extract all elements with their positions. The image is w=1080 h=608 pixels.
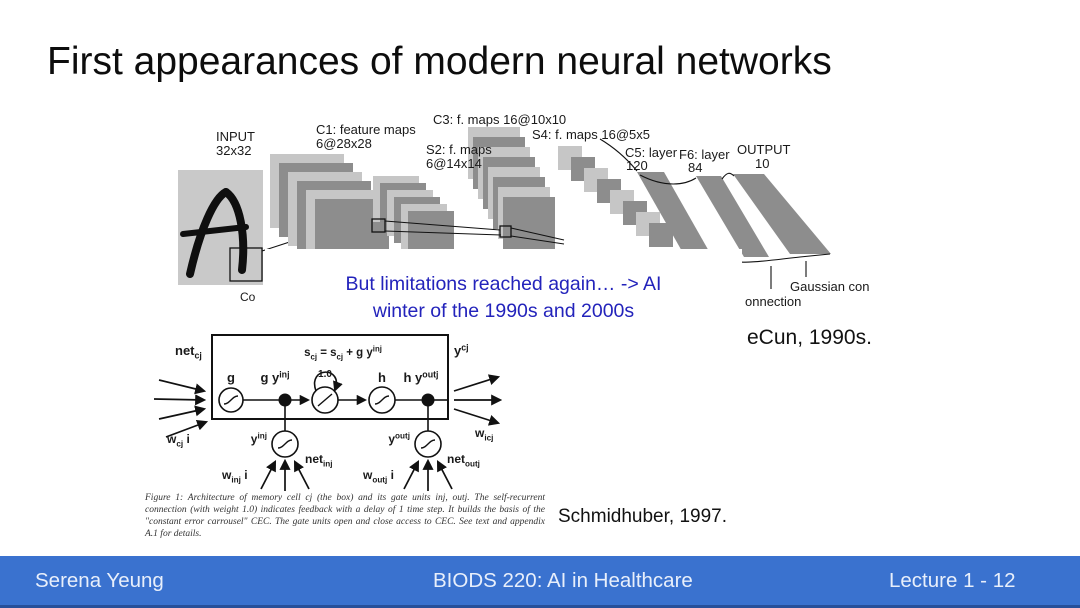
label-c1: C1: feature maps	[316, 122, 416, 137]
label-h: h	[378, 370, 386, 385]
label-f6-size: 84	[688, 160, 702, 175]
note-line-1: But limitations reached again… -> AI	[345, 273, 662, 295]
self-recurrent-loop	[313, 371, 343, 392]
unit-glyphs	[223, 393, 436, 449]
map-stack-c3	[468, 127, 555, 249]
label-c1-size: 6@28x28	[316, 136, 372, 151]
label-net-c: netcj	[175, 343, 202, 361]
label-y-in: yinj	[251, 432, 267, 447]
lstm-figure-caption: Figure 1: Architecture of memory cell cj…	[145, 493, 545, 540]
label-y-c: ycj	[454, 343, 469, 359]
label-connection-partial: onnection	[745, 294, 801, 309]
lstm-cell-figure: netcj scj = scj + g yinj ycj g g yinj 1.…	[153, 334, 503, 491]
label-w-in: winj i	[221, 468, 248, 485]
mapping-lines	[371, 218, 565, 245]
label-s2: S2: f. maps	[426, 142, 492, 157]
lenet-architecture-figure: INPUT 32x32 C1: feature maps 6@28x28 S2:…	[178, 112, 870, 309]
label-h-y-out: h youtj	[404, 370, 439, 386]
label-s2-size: 6@14x14	[426, 156, 482, 171]
label-c3: C3: f. maps 16@10x10	[433, 112, 566, 127]
page-title: First appearances of modern neural netwo…	[47, 40, 832, 83]
label-output-size: 10	[755, 156, 769, 171]
band-f6	[696, 176, 769, 257]
label-w-ic: wicj	[474, 426, 493, 443]
fc-layer-bands	[637, 172, 831, 257]
label-f6: F6: layer	[679, 147, 730, 162]
label-loop-weight: 1.0	[318, 369, 332, 380]
footer-course: BIODS 220: AI in Healthcare	[433, 569, 693, 592]
footer-bar: Serena Yeung BIODS 220: AI in Healthcare…	[0, 556, 1080, 608]
input-image	[178, 170, 309, 285]
label-g-y-in: g yinj	[260, 370, 289, 386]
cell-flow-lines	[243, 371, 448, 431]
note-box: But limitations reached again… -> AI win…	[265, 249, 742, 325]
label-w-c: wcj i	[166, 432, 190, 449]
label-w-out: woutj i	[362, 468, 394, 485]
label-convolutions-partial: Co	[240, 290, 256, 304]
label-input-size: 32x32	[216, 143, 251, 158]
label-gaussian-connections: Gaussian connections	[790, 279, 870, 294]
label-output: OUTPUT	[737, 142, 791, 157]
footer-page-number: Lecture 1 - 12	[889, 569, 1016, 592]
label-net-out: netoutj	[447, 452, 480, 469]
multiply-dot-out	[421, 393, 435, 407]
label-net-in: netinj	[305, 452, 333, 469]
label-g: g	[227, 370, 235, 385]
map-stack-c1	[270, 154, 389, 273]
note-line-2: winter of the 1990s and 2000s	[372, 300, 635, 322]
citation-lecun: eCun, 1990s.	[747, 326, 872, 349]
letter-a-stroke	[186, 188, 230, 278]
label-c5: C5: layer	[625, 145, 678, 160]
multiply-dot-in	[278, 393, 292, 407]
cell-units	[218, 386, 442, 458]
footer-author: Serena Yeung	[35, 569, 164, 592]
label-state-equation: scj = scj + g yinj	[304, 345, 382, 362]
label-input: INPUT	[216, 129, 255, 144]
memory-cell-box	[211, 334, 449, 420]
citation-schmidhuber: Schmidhuber, 1997.	[558, 506, 728, 527]
label-s4: S4: f. maps 16@5x5	[532, 127, 650, 142]
receptive-field-box	[229, 247, 263, 282]
label-y-out: youtj	[388, 432, 410, 447]
band-c5	[637, 172, 710, 253]
io-arrows	[153, 374, 503, 491]
band-output	[733, 174, 831, 254]
label-c5-size: 120	[626, 158, 648, 173]
